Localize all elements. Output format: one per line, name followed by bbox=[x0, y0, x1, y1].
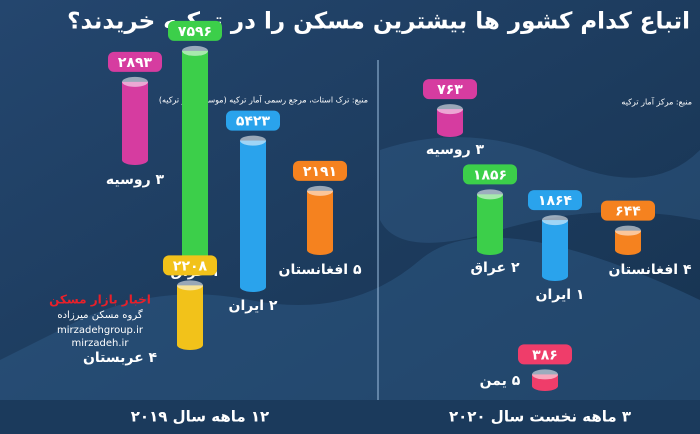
cylinder-bottom bbox=[477, 245, 503, 255]
value-badge bbox=[168, 20, 222, 41]
value-badge bbox=[518, 344, 572, 365]
value-badge bbox=[463, 164, 517, 185]
cylinder-top bbox=[307, 185, 333, 196]
value-label: ۱۸۶۴ bbox=[538, 193, 573, 209]
category-label: ۳ روسیه bbox=[426, 142, 485, 158]
cylinder-bottom bbox=[240, 282, 266, 292]
map-shape bbox=[0, 237, 700, 434]
value-badge bbox=[601, 200, 655, 221]
cylinder bbox=[542, 220, 568, 276]
value-label: ۲۱۹۱ bbox=[303, 164, 337, 180]
value-badge bbox=[226, 110, 280, 131]
category-label: ۲ عراق bbox=[470, 260, 519, 276]
cylinder-top bbox=[177, 280, 203, 291]
cylinder-top bbox=[542, 215, 568, 226]
cylinder-top bbox=[240, 135, 266, 146]
brand-site: mirzadehgroup.ir bbox=[57, 325, 144, 336]
cylinder bbox=[177, 285, 203, 345]
cylinder-top bbox=[122, 76, 148, 87]
cylinder bbox=[307, 190, 333, 250]
cylinder bbox=[437, 109, 463, 132]
cylinder-bottom bbox=[122, 155, 148, 165]
value-label: ۷۵۹۶ bbox=[178, 24, 212, 40]
cylinder-bottom bbox=[437, 127, 463, 137]
value-badge bbox=[293, 160, 347, 181]
footer-band bbox=[0, 400, 700, 434]
cylinder bbox=[615, 230, 641, 250]
cylinder-bottom bbox=[615, 245, 641, 255]
cylinder-bottom bbox=[542, 271, 568, 281]
value-label: ۱۸۵۶ bbox=[473, 167, 507, 183]
value-label: ۷۶۳ bbox=[437, 82, 463, 98]
cylinder-top bbox=[615, 225, 641, 236]
cylinder-top bbox=[532, 369, 558, 380]
map-shape bbox=[380, 137, 700, 243]
cylinder-bottom bbox=[307, 245, 333, 255]
value-badge bbox=[108, 51, 162, 72]
category-label: ۳ روسیه bbox=[106, 172, 165, 188]
cylinder bbox=[240, 140, 266, 287]
cylinder bbox=[532, 374, 558, 386]
value-label: ۵۴۲۳ bbox=[236, 114, 271, 130]
value-badge bbox=[423, 79, 477, 100]
cylinder bbox=[182, 50, 208, 256]
cylinder-bottom bbox=[177, 340, 203, 350]
value-label: ۶۴۴ bbox=[615, 204, 641, 220]
brand-name: اخبار بازار مسکن bbox=[49, 293, 151, 307]
value-label: ۲۲۰۸ bbox=[173, 258, 208, 274]
brand-site: mirzadeh.ir bbox=[72, 338, 130, 349]
cylinder bbox=[122, 81, 148, 160]
source: منبع: مرکز آمار ترکیه bbox=[621, 97, 692, 107]
value-badge bbox=[528, 190, 582, 211]
category-label: ۲ ایران bbox=[229, 298, 278, 314]
panel-title: ۳ ماهه نخست سال ۲۰۲۰ bbox=[449, 408, 631, 426]
value-label: ۳۸۶ bbox=[532, 347, 558, 363]
category-label: ۴ افغانستان bbox=[609, 262, 692, 278]
value-label: ۲۸۹۳ bbox=[118, 55, 153, 71]
cylinder-top bbox=[477, 189, 503, 200]
page-title: اتباع کدام کشور ها بیشترین مسکن را در تر… bbox=[67, 9, 690, 35]
cylinder-top bbox=[182, 45, 208, 56]
category-label: ۱ ایران bbox=[536, 287, 585, 303]
category-label: ۵ افغانستان bbox=[279, 262, 362, 278]
panel-title: ۱۲ ماهه سال ۲۰۱۹ bbox=[131, 408, 269, 426]
source: منبع: ترک استات، مرجع رسمی آمار ترکیه (م… bbox=[159, 95, 368, 105]
brand-group: گروه مسکن میرزاده bbox=[57, 309, 143, 321]
cylinder bbox=[477, 194, 503, 250]
category-label: ۵ یمن bbox=[480, 373, 521, 389]
cylinder-bottom bbox=[532, 381, 558, 391]
cylinder-top bbox=[437, 104, 463, 115]
value-badge bbox=[163, 255, 217, 276]
category-label: ۴ عربستان bbox=[83, 350, 158, 366]
